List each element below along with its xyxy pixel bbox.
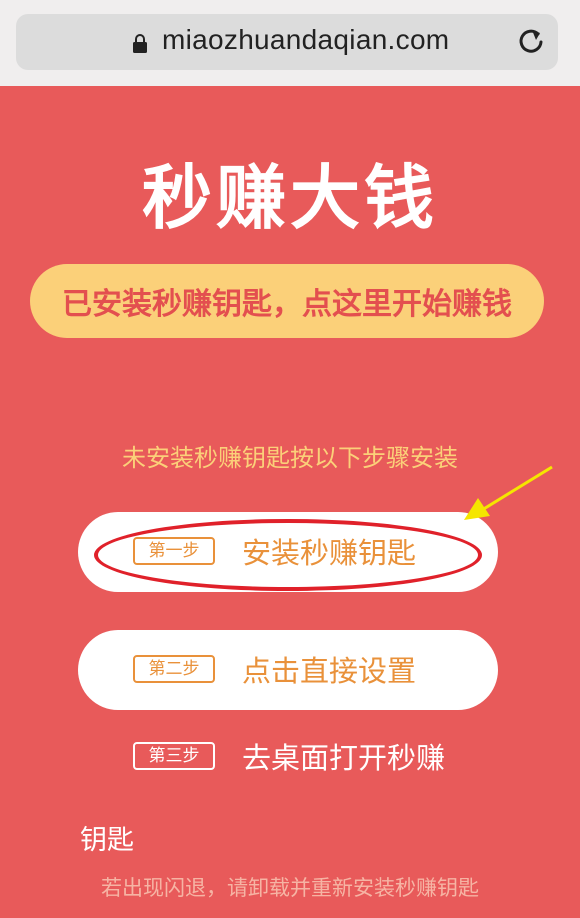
step-1-label: 安装秒赚钥匙 <box>242 536 417 570</box>
address-bar[interactable]: miaozhuandaqian.com <box>16 14 558 70</box>
step-3-tag: 第三步 <box>133 742 215 770</box>
step-3-label: 去桌面打开秒赚 <box>242 741 446 775</box>
url-text: miaozhuandaqian.com <box>162 24 450 55</box>
step-3-row: 第三步 去桌面打开秒赚 <box>78 728 498 784</box>
step-2-tag: 第二步 <box>133 655 215 683</box>
page-title: 秒赚大钱 <box>142 157 438 239</box>
step-2-button[interactable]: 第二步 点击直接设置 <box>78 630 498 710</box>
step-1-button[interactable]: 第一步 安装秒赚钥匙 <box>78 512 498 592</box>
start-earning-button[interactable]: 已安装秒赚钥匙，点这里开始赚钱 <box>30 264 544 338</box>
browser-toolbar: miaozhuandaqian.com <box>0 0 580 86</box>
step-2-label: 点击直接设置 <box>242 654 417 688</box>
install-hint: 未安装秒赚钥匙按以下步骤安装 <box>122 444 458 472</box>
crash-note: 若出现闪退，请卸载并重新安装秒赚钥匙 <box>101 876 479 900</box>
step-1-tag: 第一步 <box>133 537 215 565</box>
reload-icon[interactable] <box>516 26 546 56</box>
key-label: 钥匙 <box>80 825 134 856</box>
lock-icon <box>133 34 147 53</box>
